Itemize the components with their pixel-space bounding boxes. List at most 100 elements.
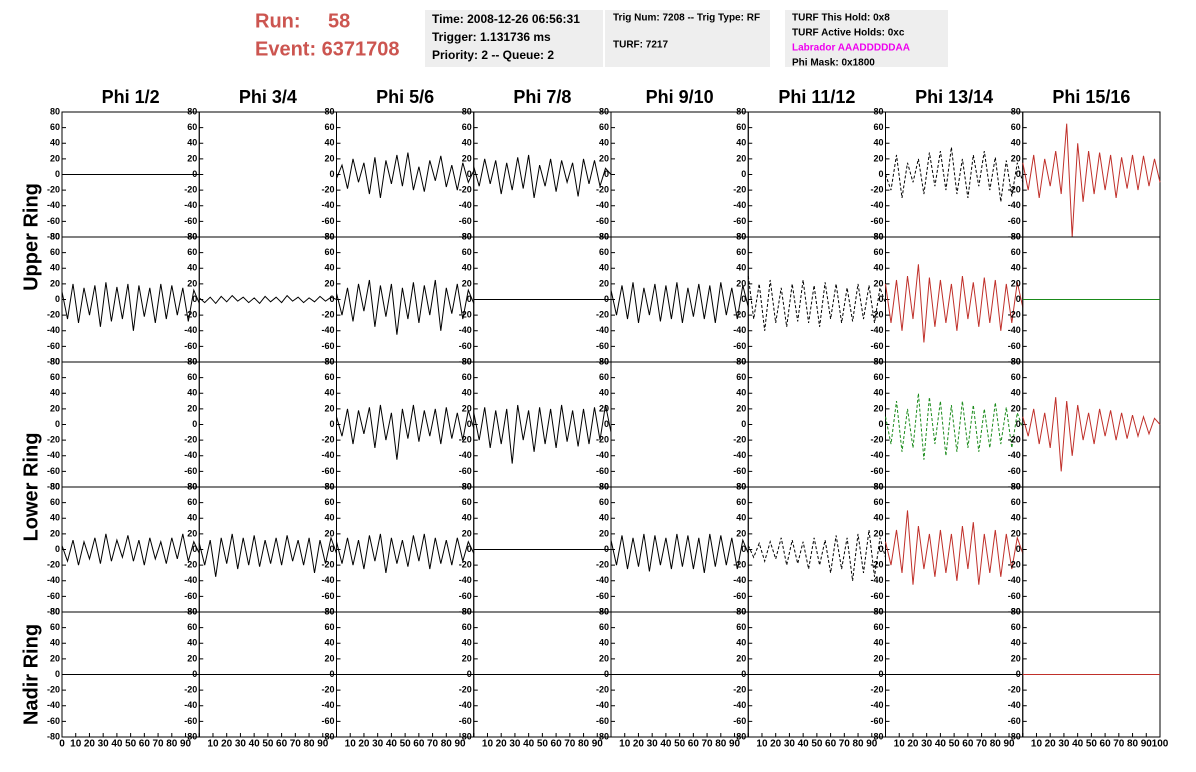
y-tick-label: 20 <box>736 278 746 288</box>
run-number: 58 <box>328 10 350 32</box>
y-tick-label: -20 <box>870 310 883 320</box>
y-tick-label: 60 <box>324 622 334 632</box>
y-tick-label: 40 <box>462 263 472 273</box>
y-tick-label: 40 <box>187 388 197 398</box>
panel-frame <box>747 486 886 613</box>
y-tick-label: 80 <box>324 106 334 116</box>
x-tick-label: 30 <box>921 739 933 750</box>
y-tick-label: 20 <box>50 653 60 663</box>
y-tick-label: 80 <box>1011 106 1021 116</box>
y-tick-label: 60 <box>1011 497 1021 507</box>
y-tick-label: -60 <box>1008 716 1021 726</box>
y-tick-label: 60 <box>736 247 746 257</box>
x-tick-label: 40 <box>798 739 810 750</box>
y-tick-label: -60 <box>1008 591 1021 601</box>
y-tick-label: 60 <box>324 247 334 257</box>
x-tick-label: 70 <box>976 739 988 750</box>
y-tick-label: 60 <box>324 497 334 507</box>
y-tick-label: -40 <box>47 700 60 710</box>
x-tick-label: 40 <box>111 739 123 750</box>
x-tick-label: 90 <box>454 739 466 750</box>
x-tick-label: 10 <box>482 739 494 750</box>
x-tick-label: 10 <box>619 739 631 750</box>
x-tick-label: 60 <box>413 739 425 750</box>
x-tick-label: 10 <box>756 739 768 750</box>
y-tick-label: -40 <box>1008 200 1021 210</box>
y-tick-label: 20 <box>1011 528 1021 538</box>
y-tick-label: 40 <box>599 513 609 523</box>
y-tick-label: -20 <box>184 685 197 695</box>
y-tick-label: -20 <box>870 685 883 695</box>
panel-frame <box>1022 361 1161 488</box>
y-tick-label: 20 <box>462 278 472 288</box>
y-tick-label: -20 <box>596 560 609 570</box>
y-tick-label: -40 <box>459 200 472 210</box>
column-label: Phi 3/4 <box>239 87 297 107</box>
x-tick-label: 30 <box>235 739 247 750</box>
y-tick-label: -80 <box>1008 231 1021 241</box>
x-tick-label: 30 <box>1058 739 1070 750</box>
y-tick-label: -60 <box>184 716 197 726</box>
y-tick-label: 80 <box>736 606 746 616</box>
y-tick-label: -40 <box>1008 325 1021 335</box>
info-box <box>785 10 948 67</box>
info-text: TURF This Hold: 0x8 <box>792 13 890 24</box>
y-tick-label: 40 <box>599 263 609 273</box>
y-tick-label: -60 <box>321 466 334 476</box>
x-tick-label: 50 <box>262 739 274 750</box>
x-tick-label: 90 <box>592 739 604 750</box>
y-tick-label: -20 <box>733 685 746 695</box>
y-tick-label: -80 <box>733 231 746 241</box>
y-tick-label: 60 <box>736 372 746 382</box>
x-tick-label: 30 <box>372 739 384 750</box>
y-tick-label: 80 <box>736 231 746 241</box>
panel-frame <box>885 236 1024 363</box>
y-tick-label: 40 <box>187 638 197 648</box>
y-tick-label: 0 <box>741 169 746 179</box>
column-label: Phi 9/10 <box>646 87 714 107</box>
y-tick-label: -80 <box>870 606 883 616</box>
y-tick-label: 40 <box>462 138 472 148</box>
panel-frame <box>198 111 337 238</box>
y-tick-label: -40 <box>733 700 746 710</box>
x-tick-label: 90 <box>729 739 741 750</box>
x-tick-label: 80 <box>303 739 315 750</box>
y-tick-label: -40 <box>184 450 197 460</box>
y-tick-label: 80 <box>187 606 197 616</box>
y-tick-label: 20 <box>324 653 334 663</box>
y-tick-label: 60 <box>599 247 609 257</box>
y-tick-label: -20 <box>47 435 60 445</box>
y-tick-label: -20 <box>459 185 472 195</box>
y-tick-label: 40 <box>736 513 746 523</box>
x-tick-label: 10 <box>207 739 219 750</box>
y-tick-label: 0 <box>55 294 60 304</box>
y-tick-label: -40 <box>733 450 746 460</box>
waveform <box>1022 397 1161 472</box>
x-tick-label: 70 <box>702 739 714 750</box>
y-tick-label: 80 <box>50 231 60 241</box>
y-tick-label: -40 <box>184 325 197 335</box>
y-tick-label: 60 <box>187 122 197 132</box>
y-tick-label: -60 <box>596 466 609 476</box>
y-tick-label: -60 <box>733 216 746 226</box>
panel-frame <box>1022 486 1161 613</box>
waveform <box>198 533 337 577</box>
y-tick-label: -40 <box>596 700 609 710</box>
y-tick-label: 80 <box>1011 356 1021 366</box>
panel-frame <box>198 361 337 488</box>
y-tick-label: 80 <box>324 481 334 491</box>
y-tick-label: -80 <box>459 606 472 616</box>
x-tick-label: 20 <box>907 739 919 750</box>
y-tick-label: 60 <box>873 622 883 632</box>
y-tick-label: 20 <box>1011 403 1021 413</box>
y-tick-label: -20 <box>733 185 746 195</box>
y-tick-label: 20 <box>599 653 609 663</box>
y-tick-label: -40 <box>870 200 883 210</box>
y-tick-label: -40 <box>321 325 334 335</box>
y-tick-label: 40 <box>187 138 197 148</box>
y-tick-label: 0 <box>55 419 60 429</box>
y-tick-label: -80 <box>596 731 609 741</box>
y-tick-label: -60 <box>733 466 746 476</box>
x-tick-label: 80 <box>990 739 1002 750</box>
y-tick-label: -60 <box>870 216 883 226</box>
